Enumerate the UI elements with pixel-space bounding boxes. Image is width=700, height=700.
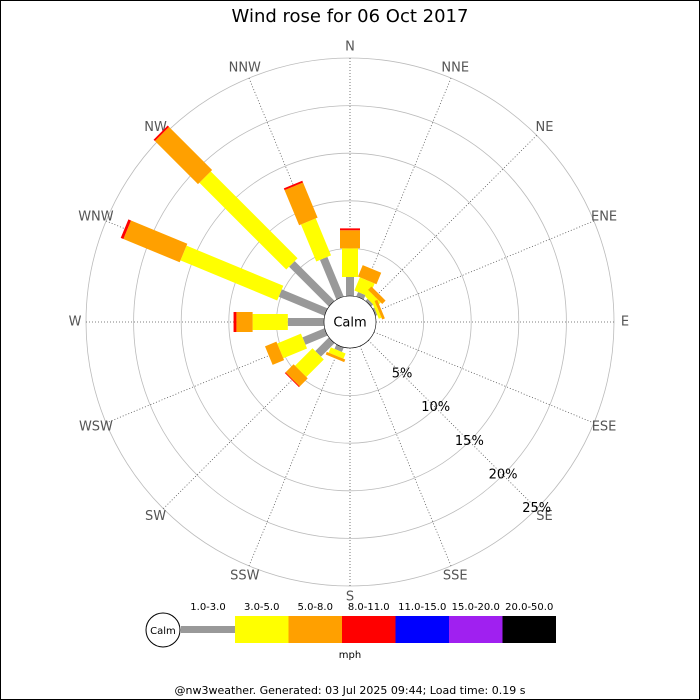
rose-segment <box>342 248 358 277</box>
direction-label: SSW <box>230 569 260 584</box>
spoke <box>359 345 452 567</box>
rose-segment <box>300 218 332 262</box>
legend-calm-label: Calm <box>150 626 176 637</box>
rose-segment <box>340 228 360 231</box>
rose-segment <box>357 265 382 285</box>
rose-segment <box>346 276 354 296</box>
direction-label: SE <box>536 509 552 524</box>
legend-label: 11.0-15.0 <box>398 602 446 613</box>
rose-segment <box>199 171 298 270</box>
legend-calm <box>145 612 181 648</box>
rose-segment <box>284 372 300 388</box>
grid-ring <box>180 152 520 492</box>
legend-swatch <box>288 616 342 643</box>
rose-segment <box>264 341 285 365</box>
rose-segment <box>278 289 328 316</box>
legend-swatch <box>181 626 235 633</box>
r-tick-label: 5% <box>392 367 413 382</box>
direction-label: SW <box>145 509 166 524</box>
r-tick-label: 15% <box>455 434 484 449</box>
rose-segment <box>123 220 188 263</box>
rose-segment <box>328 347 346 359</box>
rose-segment <box>368 286 386 304</box>
direction-label: E <box>621 315 629 330</box>
legend-label: 8.0-11.0 <box>348 602 390 613</box>
spoke <box>368 135 537 304</box>
direction-label: WSW <box>79 420 113 435</box>
r-tick-label: 20% <box>489 468 518 483</box>
rose-segment <box>302 328 328 345</box>
rose-segment <box>277 333 308 359</box>
rose-segment <box>334 344 344 352</box>
spoke <box>368 340 537 509</box>
legend-label: 15.0-20.0 <box>452 602 500 613</box>
footer: @nw3weather. Generated: 03 Jul 2025 09:4… <box>175 684 526 697</box>
rose-segment <box>283 180 304 191</box>
direction-label: N <box>345 40 355 55</box>
rose-segment <box>180 245 284 301</box>
rose-segment <box>154 126 213 185</box>
calm-label: Calm <box>333 316 366 331</box>
direction-label: NNE <box>441 60 469 75</box>
legend-swatch <box>502 616 556 643</box>
rose-segment <box>236 312 253 332</box>
legend-label: 20.0-50.0 <box>505 602 553 613</box>
chart-title: Wind rose for 06 Oct 2017 <box>232 6 469 27</box>
grid-ring <box>228 200 472 444</box>
r-tick-label: 25% <box>522 501 551 516</box>
rose-segment <box>285 364 308 387</box>
legend-label: 1.0-3.0 <box>190 602 225 613</box>
rose-segment <box>284 182 318 226</box>
direction-label: NE <box>535 120 553 135</box>
legend-unit: mph <box>339 650 361 661</box>
rose-segment <box>287 318 324 326</box>
legend-swatch <box>395 616 449 643</box>
legend-label: 3.0-5.0 <box>244 602 279 613</box>
rose-segment <box>294 348 324 378</box>
rose-segment <box>319 256 344 300</box>
rose-segment <box>233 312 237 332</box>
grid-ring <box>133 105 567 539</box>
direction-label: ENE <box>591 209 617 224</box>
rose-segment <box>120 219 132 239</box>
rose-segment <box>252 314 288 330</box>
rose-segment <box>356 292 366 300</box>
direction-label: WNW <box>78 209 114 224</box>
rose-segment <box>374 299 385 320</box>
r-tick-label: 10% <box>421 400 450 415</box>
calm-circle <box>323 295 377 349</box>
rose-segment <box>372 302 382 319</box>
rose-segment <box>289 261 335 307</box>
rose-segment <box>372 307 378 316</box>
rose-segment <box>315 337 335 357</box>
direction-label: NW <box>144 120 167 135</box>
direction-label: ESE <box>592 420 617 435</box>
rose-segment <box>365 298 374 307</box>
rose-segment <box>340 230 360 249</box>
rose-segment <box>153 125 170 142</box>
direction-label: NNW <box>229 60 261 75</box>
spoke <box>359 77 452 299</box>
spoke <box>373 220 595 313</box>
direction-label: SSE <box>443 569 468 584</box>
spoke <box>248 345 341 567</box>
legend-label: 5.0-8.0 <box>298 602 333 613</box>
legend-swatch <box>449 616 503 643</box>
direction-label: S <box>346 590 354 605</box>
rose-segment <box>153 125 168 140</box>
spoke <box>373 331 595 424</box>
rose-segment <box>325 351 346 363</box>
legend-swatch <box>235 616 289 643</box>
direction-label: W <box>69 315 82 330</box>
legend-swatch <box>342 616 396 643</box>
